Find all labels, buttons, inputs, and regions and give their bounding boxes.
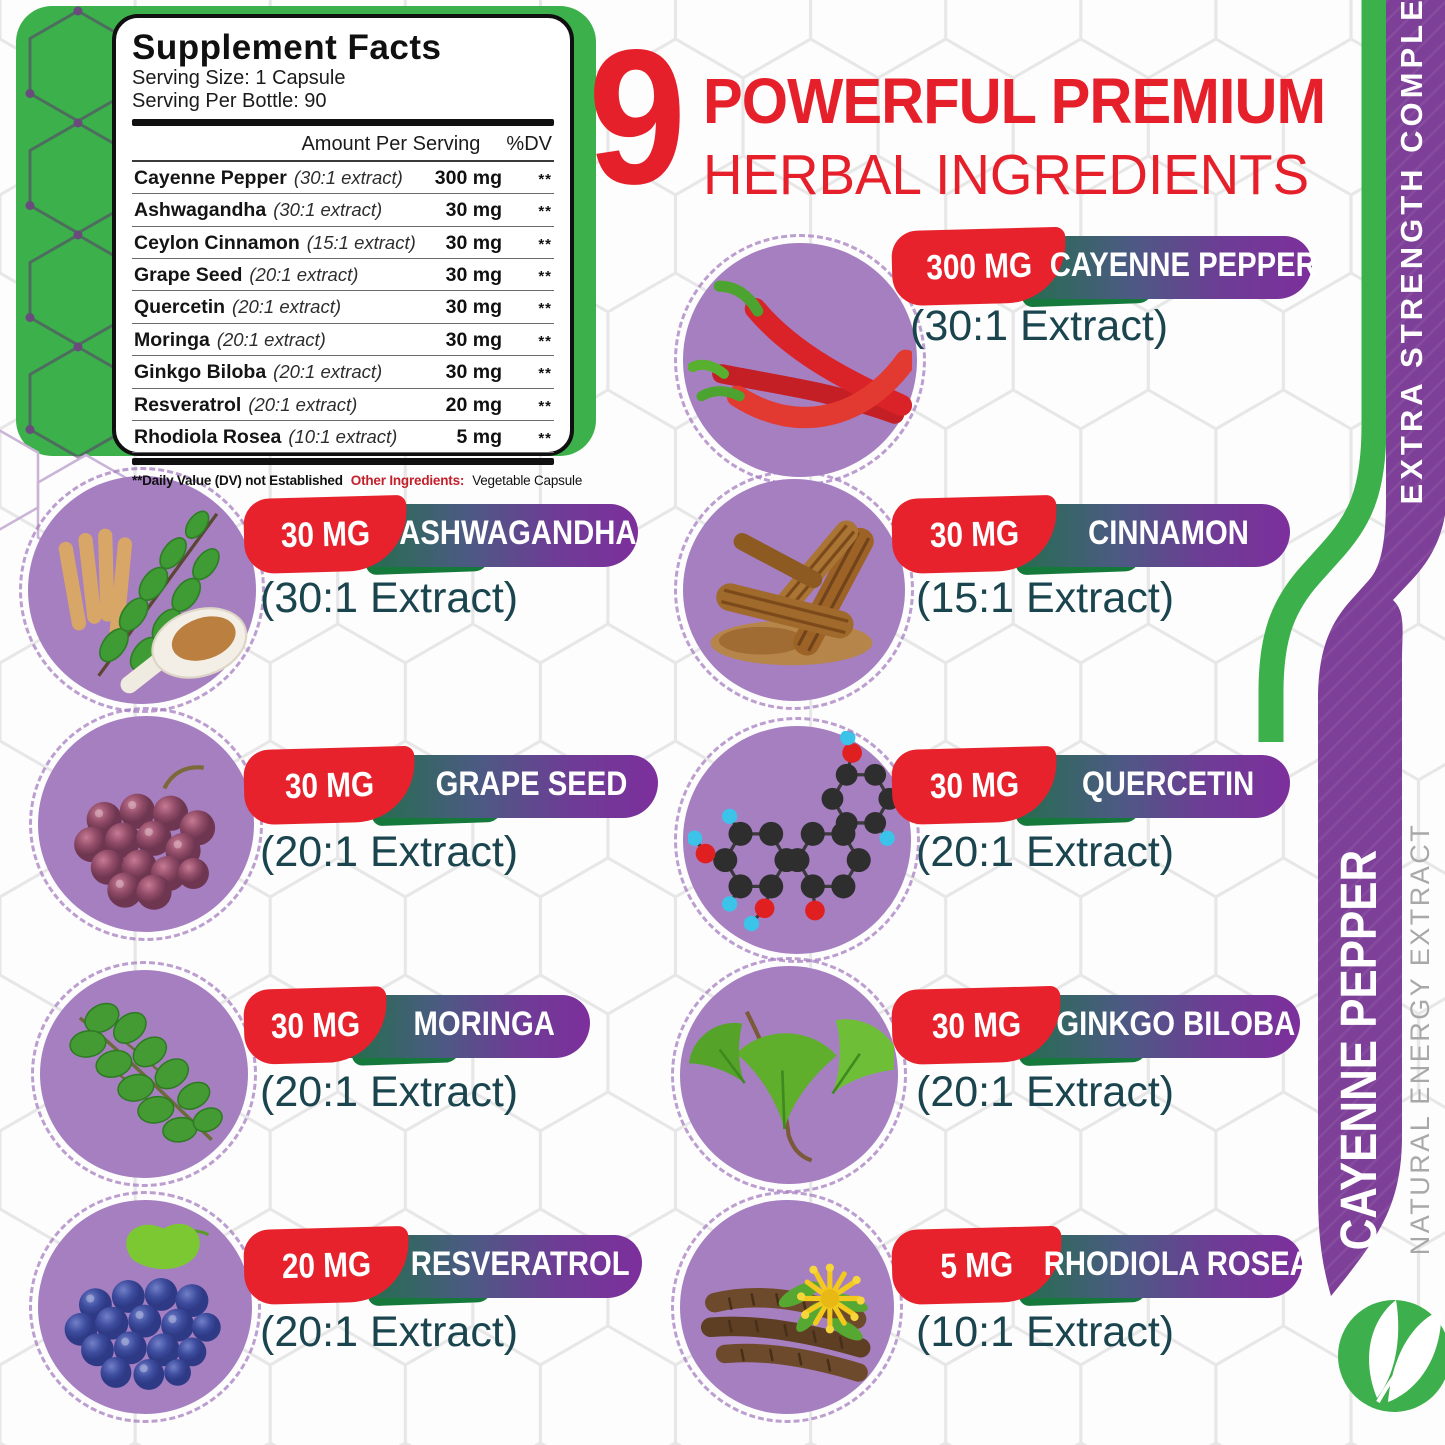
serving-per-bottle: Serving Per Bottle: 90 (132, 90, 327, 113)
supplement-facts-panel: Supplement Facts Serving Size: 1 Capsule… (112, 14, 582, 488)
facts-row: Grape Seed (20:1 extract) 30 mg ** (132, 259, 554, 292)
headline-line2: HERBAL INGREDIENTS (702, 143, 1309, 207)
headline: 9 POWERFUL PREMIUM HERBAL INGREDIENTS (588, 9, 1372, 224)
facts-row: Ceylon Cinnamon (15:1 extract) 30 mg ** (132, 227, 554, 260)
side-banner-extra-strength: EXTRA STRENGTH COMPLEX (1394, 0, 1429, 505)
col-amount-per-serving: Amount Per Serving (301, 132, 481, 155)
facts-title: Supplement Facts (132, 28, 442, 67)
side-subtitle: NATURAL ENERGY EXTRACT (1404, 822, 1435, 1256)
side-product-name: CAYENNE PEPPER (1329, 849, 1387, 1251)
serving-size: Serving Size: 1 Capsule (132, 66, 346, 89)
facts-row: Moringa (20:1 extract) 30 mg ** (132, 324, 554, 357)
col-percent-dv: %DV (506, 132, 552, 155)
facts-row: Ginkgo Biloba (20:1 extract) 30 mg ** (132, 356, 554, 389)
facts-row: Ashwagandha (30:1 extract) 30 mg ** (132, 194, 554, 227)
facts-footnote: **Daily Value (DV) not Established Other… (132, 473, 583, 489)
facts-row: Cayenne Pepper (30:1 extract) 300 mg ** (132, 162, 554, 195)
facts-row: Rhodiola Rosea (10:1 extract) 5 mg ** (132, 421, 554, 454)
headline-line1: POWERFUL PREMIUM (702, 65, 1326, 137)
facts-row: Resveratrol (20:1 extract) 20 mg ** (132, 389, 554, 421)
headline-number: 9 (588, 9, 686, 224)
divider-thick (132, 458, 554, 466)
facts-row: Quercetin (20:1 extract) 30 mg ** (132, 291, 554, 324)
facts-header-row: Amount Per Serving %DV (132, 128, 554, 162)
divider-thick (132, 118, 554, 126)
